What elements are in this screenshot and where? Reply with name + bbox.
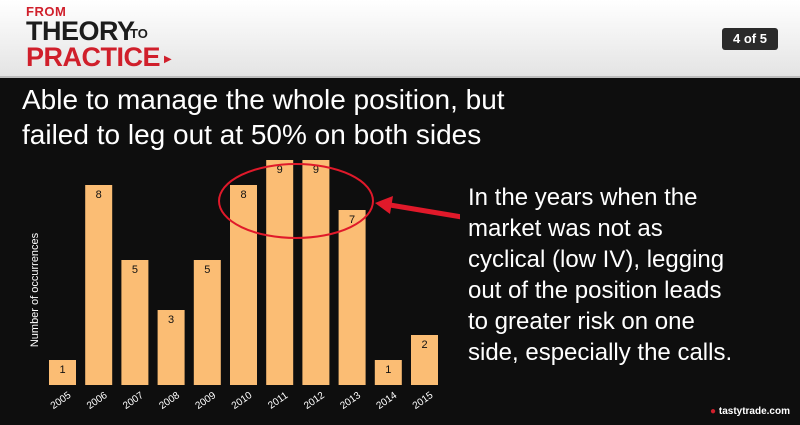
x-tick-2012: 2012 — [302, 390, 327, 412]
occurrences-bar-chart: 1 2005 8 2006 5 2007 3 2008 5 2009 8 2010 9 2011 9 2012… — [29, 160, 460, 412]
cherry-icon: ● — [710, 406, 717, 417]
bar-label-2010: 8 — [240, 189, 246, 201]
x-tick-2010: 2010 — [230, 390, 255, 412]
page-indicator: 4 of 5 — [722, 28, 778, 50]
tastytrade-watermark: ● tastytrade.com — [710, 406, 790, 417]
bar-label-2011: 9 — [277, 164, 283, 176]
annotation-arrow-line — [389, 202, 460, 220]
bar-2015 — [411, 335, 438, 385]
bar-label-2007: 5 — [132, 264, 138, 276]
logo-from: FROM — [26, 4, 67, 19]
body-line-5: to greater risk on one — [468, 308, 695, 335]
logo-theory: THEORY — [26, 16, 135, 46]
from-theory-to-practice-logo: FROM THEORY TO PRACTICE ▶ — [26, 4, 186, 72]
bar-2008 — [157, 310, 185, 385]
x-tick-2006: 2006 — [85, 390, 110, 412]
body-line-6: side, especially the calls. — [468, 339, 733, 366]
watermark-text: tastytrade.com — [718, 406, 790, 417]
x-tick-2011: 2011 — [266, 390, 290, 412]
x-tick-2014: 2014 — [375, 390, 400, 412]
x-tick-2008: 2008 — [157, 390, 182, 412]
bar-label-2008: 3 — [168, 314, 174, 326]
bar-label-2005: 1 — [59, 364, 65, 376]
bar-label-2013: 7 — [349, 214, 355, 226]
play-triangle-icon: ▶ — [164, 54, 172, 65]
bar-label-2012: 9 — [313, 164, 319, 176]
bar-2010 — [230, 185, 257, 385]
bar-label-2006: 8 — [96, 189, 102, 201]
x-tick-2007: 2007 — [121, 390, 146, 412]
bar-2013 — [338, 210, 366, 385]
bars-group: 1 2005 8 2006 5 2007 3 2008 5 2009 8 2010 9 2011 9 2012… — [29, 160, 438, 412]
bar-2011 — [266, 160, 294, 385]
body-line-1: In the years when the — [468, 184, 698, 211]
x-tick-2009: 2009 — [194, 390, 219, 412]
bar-2005 — [49, 360, 76, 385]
highlight-ellipse — [218, 163, 374, 239]
x-tick-2015: 2015 — [411, 390, 436, 412]
bar-2012 — [302, 160, 330, 385]
logo-practice: PRACTICE — [26, 42, 161, 72]
bar-2006 — [85, 185, 113, 385]
bar-2009 — [193, 260, 221, 385]
body-line-2: market was not as — [468, 215, 663, 242]
annotation-group — [218, 163, 460, 239]
bar-label-2009: 5 — [204, 264, 210, 276]
bar-label-2015: 2 — [421, 339, 427, 351]
body-line-4: out of the position leads — [468, 277, 722, 304]
x-tick-2005: 2005 — [49, 390, 74, 412]
annotation-arrow-head — [375, 196, 393, 214]
logo-to: TO — [130, 26, 148, 41]
bar-2007 — [121, 260, 149, 385]
slide-header: FROM THEORY TO PRACTICE ▶ 4 of 5 — [0, 0, 800, 78]
x-tick-2013: 2013 — [338, 390, 363, 412]
bar-label-2014: 1 — [385, 364, 391, 376]
y-axis-label: Number of occurrences — [29, 232, 41, 347]
slide-title-line-2: failed to leg out at 50% on both sides — [22, 119, 482, 150]
slide-title-line-1: Able to manage the whole position, but — [22, 84, 505, 115]
bar-2014 — [374, 360, 402, 385]
body-line-3: cyclical (low IV), legging — [468, 246, 725, 273]
